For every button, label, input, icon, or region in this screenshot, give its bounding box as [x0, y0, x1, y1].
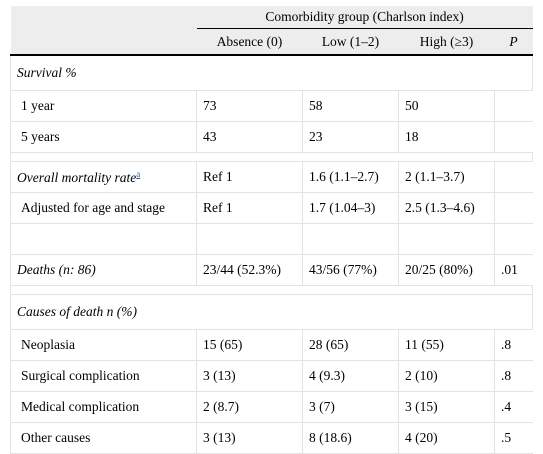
cell: 11 (55): [398, 329, 495, 361]
row-label: Other causes: [10, 422, 197, 454]
table-row: Adjusted for age and stage Ref 1 1.7 (1.…: [10, 192, 533, 224]
cell: [494, 161, 533, 193]
cell: 2.5 (1.3–4.6): [398, 192, 495, 224]
row-label: Deaths (n: 86): [10, 254, 197, 286]
cell: 58: [302, 90, 399, 122]
empty-row: [10, 223, 533, 255]
cell: 23/44 (52.3%): [196, 254, 303, 286]
table-row: Neoplasia 15 (65) 28 (65) 11 (55) .8: [10, 329, 533, 361]
cell: .01: [494, 254, 533, 286]
cell: .8: [494, 329, 533, 361]
header-row-columns: Absence (0) Low (1–2) High (≥3) P: [10, 28, 533, 56]
row-label: Neoplasia: [10, 329, 197, 361]
table-row: Medical complication 2 (8.7) 3 (7) 3 (15…: [10, 391, 533, 423]
cell: 3 (15): [398, 391, 495, 423]
group-title: Comorbidity group (Charlson index): [196, 6, 533, 29]
table-row: Surgical complication 3 (13) 4 (9.3) 2 (…: [10, 360, 533, 392]
cell: 15 (65): [196, 329, 303, 361]
cell: 20/25 (80%): [398, 254, 495, 286]
column-header-p: P: [494, 28, 533, 56]
deaths-label-suffix: : 86): [69, 262, 96, 277]
column-header-absence: Absence (0): [196, 28, 303, 56]
row-label: Medical complication: [10, 391, 197, 423]
cell: 4 (9.3): [302, 360, 399, 392]
table-row: 1 year 73 58 50: [10, 90, 533, 122]
spacer-row: [9, 152, 534, 162]
footnote-link[interactable]: a: [136, 168, 141, 179]
cell: 43: [196, 121, 303, 153]
row-label: 5 years: [10, 121, 197, 153]
cell: 2 (10): [398, 360, 495, 392]
cell: [494, 90, 533, 122]
cell: 2 (1.1–3.7): [398, 161, 495, 193]
cell: 3 (13): [196, 422, 303, 454]
deaths-label-n: n: [63, 262, 70, 277]
cell: 8 (18.6): [302, 422, 399, 454]
table-row: Overall mortality ratea Ref 1 1.6 (1.1–2…: [10, 161, 533, 193]
cell: 28 (65): [302, 329, 399, 361]
cell: [494, 121, 533, 153]
table-row: 5 years 43 23 18: [10, 121, 533, 153]
cell: 50: [398, 90, 495, 122]
table-row-deaths: Deaths (n: 86) 23/44 (52.3%) 43/56 (77%)…: [10, 254, 533, 286]
section-survival: Survival %: [9, 55, 534, 91]
row-label: Surgical complication: [10, 360, 197, 392]
cell: .8: [494, 360, 533, 392]
column-header-high: High (≥3): [398, 28, 495, 56]
cell: 2 (8.7): [196, 391, 303, 423]
cell: Ref 1: [196, 192, 303, 224]
section-causes: Causes of death n (%): [9, 294, 534, 330]
cell: [494, 192, 533, 224]
section-title: Survival %: [17, 65, 77, 80]
cell: 23: [302, 121, 399, 153]
column-header-low: Low (1–2): [302, 28, 399, 56]
cell: 3 (13): [196, 360, 303, 392]
row-label: 1 year: [10, 90, 197, 122]
cell: .4: [494, 391, 533, 423]
row-label: Overall mortality ratea: [10, 161, 197, 193]
cell: 1.7 (1.04–3): [302, 192, 399, 224]
header-blank-cell: [10, 28, 197, 56]
cell: 43/56 (77%): [302, 254, 399, 286]
cell: .5: [494, 422, 533, 454]
deaths-label-prefix: Deaths (: [17, 262, 64, 277]
cell: 3 (7): [302, 391, 399, 423]
header-row-group: Comorbidity group (Charlson index): [10, 6, 533, 29]
cell: 1.6 (1.1–2.7): [302, 161, 399, 193]
section-title: Causes of death n (%): [17, 304, 137, 319]
row-label: Adjusted for age and stage: [10, 192, 197, 224]
cell: Ref 1: [196, 161, 303, 193]
cell: 18: [398, 121, 495, 153]
cell: 4 (20): [398, 422, 495, 454]
cell: 73: [196, 90, 303, 122]
header-blank-cell: [10, 6, 197, 29]
comorbidity-table: Comorbidity group (Charlson index) Absen…: [9, 6, 534, 454]
mortality-label: Overall mortality rate: [17, 169, 137, 185]
table-row: Other causes 3 (13) 8 (18.6) 4 (20) .5: [10, 422, 533, 454]
spacer-row: [9, 285, 534, 295]
